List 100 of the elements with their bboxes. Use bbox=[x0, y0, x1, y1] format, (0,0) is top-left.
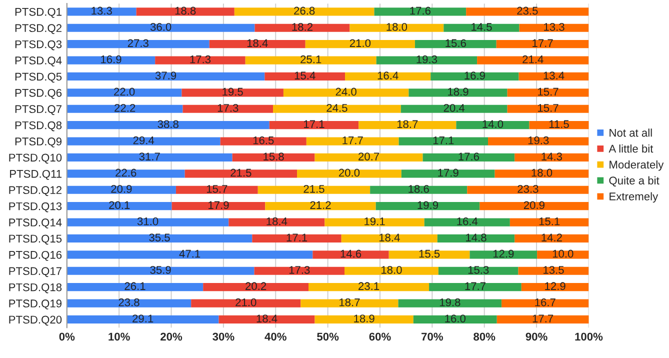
bar bbox=[269, 121, 359, 130]
bar bbox=[507, 104, 589, 113]
bar bbox=[496, 315, 589, 324]
data-label: 18.0 bbox=[382, 266, 402, 274]
data-label: 14.5 bbox=[472, 23, 492, 31]
data-label: 20.0 bbox=[338, 168, 360, 177]
data-label: 19.3 bbox=[416, 55, 438, 64]
bar bbox=[488, 137, 589, 146]
data-label: 38.8 bbox=[158, 120, 178, 128]
data-label: 16.7 bbox=[535, 298, 556, 306]
data-label: 12.9 bbox=[545, 282, 566, 290]
data-label: 18.8 bbox=[175, 6, 196, 15]
bar bbox=[502, 299, 589, 308]
bar bbox=[66, 40, 210, 48]
bar bbox=[232, 153, 315, 162]
data-label: 18.6 bbox=[408, 184, 429, 193]
data-label: 17.9 bbox=[208, 201, 229, 210]
bar bbox=[155, 56, 246, 64]
bar bbox=[496, 40, 589, 48]
x-tick-label: 100% bbox=[575, 332, 603, 341]
data-label: 19.3 bbox=[528, 136, 549, 144]
y-tick-label: PTSD.Q17 bbox=[9, 267, 62, 277]
bar bbox=[172, 202, 266, 210]
bar bbox=[297, 170, 402, 178]
y-tick-label: PTSD.Q19 bbox=[9, 300, 62, 310]
y-tick-label: PTSD.Q11 bbox=[10, 170, 62, 180]
data-label: 15.8 bbox=[264, 152, 284, 160]
data-label: 14.6 bbox=[340, 250, 362, 258]
data-label: 14.8 bbox=[466, 234, 486, 242]
data-label: 20.7 bbox=[358, 152, 380, 160]
y-tick-label: PTSD.Q8 bbox=[15, 121, 62, 132]
data-label: 14.3 bbox=[542, 152, 562, 160]
bar bbox=[191, 299, 301, 308]
data-label: 17.1 bbox=[433, 136, 454, 144]
bar bbox=[218, 315, 315, 324]
data-label: 10.0 bbox=[552, 250, 574, 258]
bar bbox=[66, 153, 232, 162]
data-label: 21.5 bbox=[304, 184, 324, 193]
data-label: 18.9 bbox=[354, 314, 374, 322]
data-label: 17.1 bbox=[304, 120, 324, 128]
legend-label: Quite a bit bbox=[609, 176, 660, 186]
data-label: 29.1 bbox=[132, 314, 154, 322]
bar bbox=[438, 266, 518, 275]
bar bbox=[66, 218, 229, 226]
bar bbox=[521, 283, 589, 292]
bar bbox=[66, 56, 156, 64]
bar bbox=[437, 234, 515, 243]
bar bbox=[184, 170, 298, 178]
bar bbox=[66, 170, 185, 178]
bar bbox=[66, 24, 255, 32]
bar bbox=[518, 72, 589, 81]
bar bbox=[376, 56, 478, 64]
data-label: 22.0 bbox=[114, 88, 135, 96]
bar bbox=[228, 218, 325, 226]
y-tick-label: PTSD.Q9 bbox=[15, 138, 62, 148]
bar bbox=[203, 283, 309, 292]
bar bbox=[66, 202, 172, 210]
bar bbox=[209, 40, 306, 48]
bar bbox=[529, 121, 589, 130]
bar bbox=[424, 218, 510, 226]
data-label: 21.4 bbox=[522, 55, 544, 64]
data-label: 17.1 bbox=[286, 234, 308, 242]
data-label: 31.7 bbox=[139, 152, 160, 160]
data-label: 24.5 bbox=[326, 104, 348, 112]
data-label: 20.2 bbox=[246, 282, 266, 290]
bar bbox=[252, 234, 342, 243]
data-label: 17.9 bbox=[438, 168, 458, 177]
data-label: 16.5 bbox=[253, 136, 274, 144]
bar bbox=[176, 186, 258, 194]
bar bbox=[350, 24, 444, 32]
data-label: 19.9 bbox=[418, 201, 438, 210]
legend-label: Moderately bbox=[610, 160, 664, 171]
y-tick-label: PTSD.Q14 bbox=[9, 218, 62, 228]
bar bbox=[66, 121, 270, 130]
bar bbox=[344, 266, 438, 275]
data-label: 36.0 bbox=[150, 22, 172, 31]
data-label: 16.4 bbox=[378, 72, 398, 80]
bar bbox=[66, 299, 192, 308]
data-label: 23.8 bbox=[118, 298, 140, 306]
data-label: 18.4 bbox=[256, 314, 278, 322]
bar bbox=[514, 153, 589, 162]
data-label: 18.4 bbox=[266, 217, 288, 226]
data-label: 21.0 bbox=[350, 39, 371, 48]
bar bbox=[66, 315, 219, 324]
data-label: 16.9 bbox=[464, 72, 485, 80]
y-tick-label: PTSD.Q13 bbox=[9, 202, 62, 212]
bar bbox=[66, 8, 136, 16]
bar bbox=[401, 170, 495, 178]
data-label: 27.3 bbox=[128, 39, 148, 48]
data-label: 15.1 bbox=[539, 218, 560, 226]
y-tick-label: PTSD.Q12 bbox=[9, 186, 62, 196]
bar bbox=[398, 137, 488, 146]
data-label: 47.1 bbox=[179, 250, 200, 258]
bar bbox=[341, 234, 438, 243]
data-label: 18.2 bbox=[292, 22, 312, 31]
data-label: 15.6 bbox=[446, 39, 466, 48]
data-label: 18.7 bbox=[397, 120, 418, 128]
bar bbox=[430, 72, 519, 81]
bar bbox=[66, 88, 182, 97]
bar bbox=[429, 283, 522, 292]
